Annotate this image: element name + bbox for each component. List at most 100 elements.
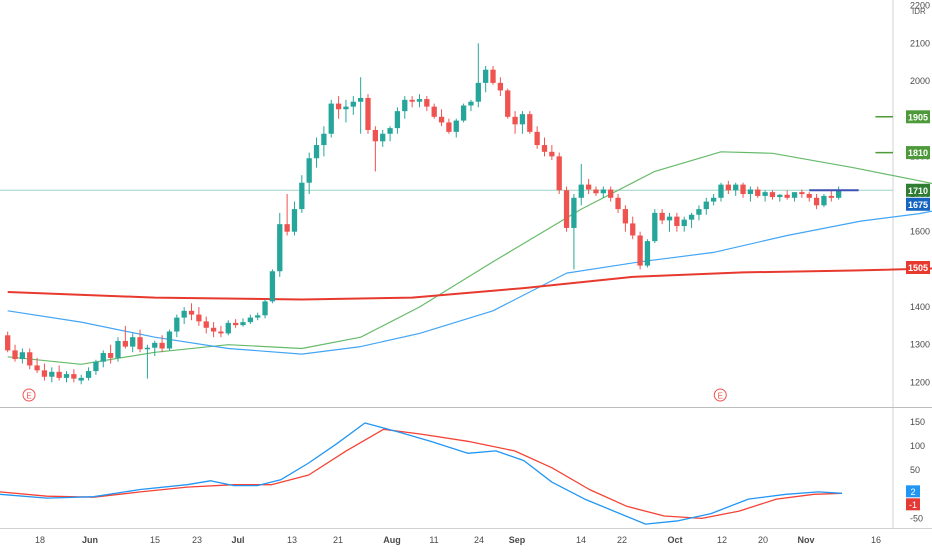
candle-body: [725, 184, 731, 191]
level-badge-label: 1505: [908, 263, 928, 273]
candle-body: [144, 347, 151, 350]
candle-body: [556, 156, 562, 191]
candle-body: [210, 327, 217, 332]
candle-body: [380, 133, 386, 142]
candle-body: [784, 194, 790, 198]
candle-body: [181, 310, 187, 318]
time-tick-label: 13: [287, 535, 297, 545]
level-badge: [906, 260, 930, 274]
candle-body: [78, 377, 84, 381]
candle-body: [652, 212, 658, 242]
time-tick-label: 20: [758, 535, 768, 545]
price-tick-label: 2200: [910, 1, 930, 11]
price-tick-label: 2100: [910, 38, 930, 48]
candle-body: [666, 216, 673, 221]
candle-body: [321, 133, 327, 146]
time-tick-label: 16: [871, 535, 881, 545]
blue-last-badge-label: 1675: [908, 200, 928, 210]
candle-body: [460, 105, 467, 121]
level-badge-label: 1905: [908, 112, 928, 122]
candle-body: [277, 224, 283, 272]
candle-body: [394, 111, 401, 129]
candle-body: [196, 314, 202, 322]
candle-body: [130, 337, 136, 347]
candle-body: [630, 223, 636, 236]
candle-body: [93, 361, 99, 372]
candle-body: [358, 97, 364, 102]
candle-body: [578, 184, 584, 198]
macd-value-badge: [906, 485, 920, 498]
blue-last-badge: [906, 197, 930, 211]
time-tick-label: 22: [617, 535, 627, 545]
candle-body: [5, 335, 11, 351]
candle-body: [644, 241, 651, 266]
candle-body: [409, 99, 415, 102]
candle-body: [519, 114, 526, 125]
price-tick-label: 1400: [910, 302, 930, 312]
candle-body: [41, 370, 48, 377]
current-price-badge-label: 1710: [908, 186, 928, 196]
level-badge-label: 1810: [908, 148, 928, 158]
candle-body: [674, 216, 680, 227]
level-badge: [906, 110, 930, 124]
candle-body: [527, 114, 533, 132]
candle-body: [49, 371, 55, 377]
candle-body: [696, 209, 702, 215]
candle-body: [622, 209, 629, 224]
candle-body: [468, 101, 474, 106]
candle-body: [571, 197, 577, 228]
candle-body: [137, 337, 143, 350]
candle-body: [232, 322, 239, 326]
candle-body: [262, 301, 268, 316]
current-price-badge: [906, 183, 930, 197]
candle-body: [483, 69, 489, 83]
candle-body: [718, 184, 724, 198]
candle-body: [453, 120, 459, 132]
candle-body: [615, 197, 621, 210]
time-tick-label: 14: [576, 535, 586, 545]
candle-body: [19, 352, 26, 360]
candle-body: [791, 192, 798, 198]
candle-body: [107, 353, 114, 358]
candle-body: [100, 353, 106, 362]
candle-body: [343, 106, 349, 110]
candle-body: [733, 184, 739, 191]
candle-body: [512, 116, 518, 125]
candle-body: [365, 97, 371, 130]
macd-tick-label: 50: [910, 465, 920, 475]
candle-body: [600, 189, 606, 194]
candle-body: [740, 184, 746, 195]
candle-body: [821, 195, 827, 206]
macd-tick-label: 100: [910, 441, 925, 451]
sma-blue-line: [7, 210, 932, 355]
candle-body: [284, 224, 290, 232]
time-tick-label: Aug: [383, 535, 401, 545]
candle-body: [688, 214, 695, 220]
candle-body: [335, 103, 342, 110]
price-tick-label: 1300: [910, 340, 930, 350]
candle-body: [225, 322, 231, 334]
candle-body: [438, 116, 445, 123]
candle-body: [541, 145, 548, 152]
candle-body: [291, 209, 298, 232]
candle-body: [424, 99, 430, 107]
candle-body: [387, 128, 393, 134]
candle-body: [549, 151, 555, 157]
candle-body: [431, 106, 437, 117]
time-tick-label: Sep: [509, 535, 526, 545]
time-tick-label: 11: [429, 535, 438, 545]
candle-body: [799, 192, 805, 195]
candle-body: [490, 69, 496, 83]
candle-body: [247, 317, 253, 323]
candle-body: [402, 99, 408, 112]
candle-body: [534, 131, 540, 146]
candle-body: [174, 317, 180, 332]
candle-body: [152, 342, 158, 348]
macd-tick-label: -50: [910, 513, 923, 523]
candle-body: [166, 331, 173, 349]
candle-body: [828, 195, 834, 198]
candle-body: [475, 82, 481, 102]
candle-body: [115, 340, 121, 358]
